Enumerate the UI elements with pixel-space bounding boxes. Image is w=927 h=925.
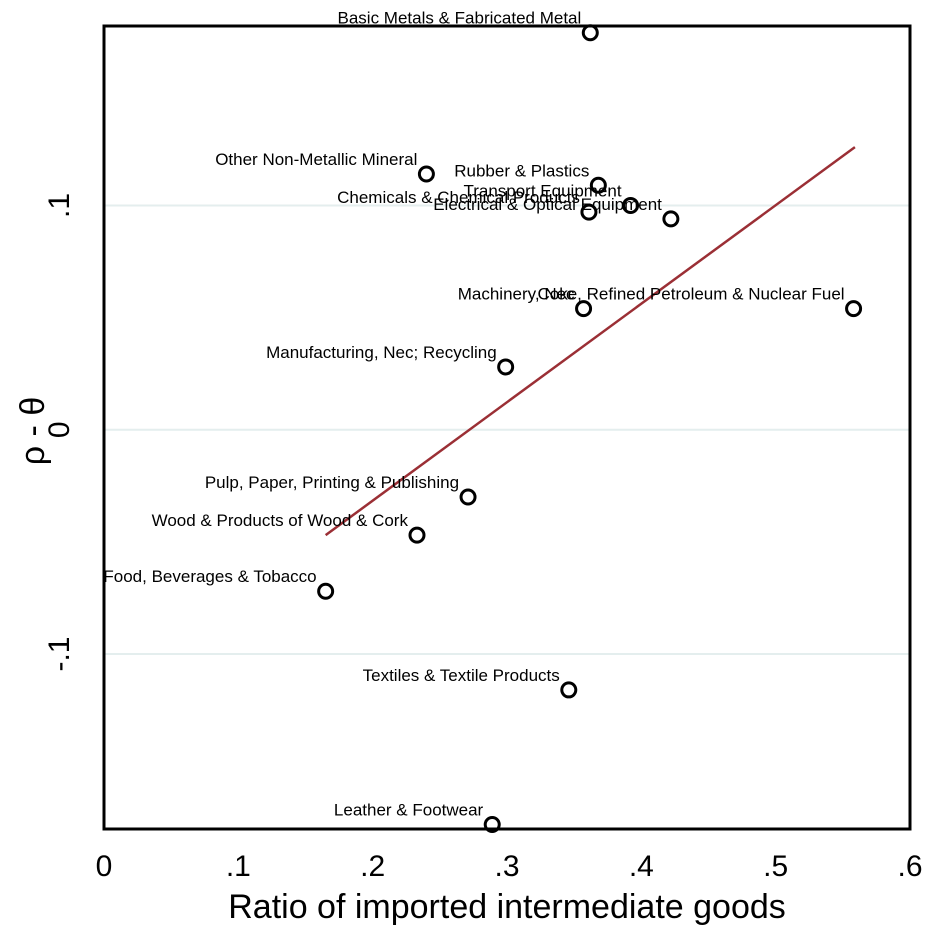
scatter-point <box>589 176 607 194</box>
fit-line-layer <box>324 146 856 537</box>
y-tick-label: .1 <box>43 193 76 218</box>
x-axis-title: Ratio of imported intermediate goods <box>228 888 786 925</box>
x-tick-label: .6 <box>897 850 922 883</box>
y-axis-ticks: -.1 0 .1 <box>43 193 76 672</box>
point-label: Wood & Products of Wood & Cork <box>152 511 409 530</box>
scatter-point <box>581 24 599 42</box>
point-label: Textiles & Textile Products <box>363 666 560 685</box>
scatter-point <box>560 681 578 699</box>
scatter-point <box>662 210 680 228</box>
point-label: Other Non-Metallic Mineral <box>215 150 417 169</box>
point-label: Coke, Refined Petroleum & Nuclear Fuel <box>537 285 844 304</box>
scatter-point <box>622 196 640 214</box>
point-label: Electrical & Optical Equipment <box>433 195 662 214</box>
scatter-point <box>417 165 435 183</box>
scatter-point <box>845 300 863 318</box>
x-tick-label: .1 <box>226 850 251 883</box>
x-axis-ticks: 0 .1 .2 .3 .4 .5 .6 <box>96 850 923 883</box>
scatter-point <box>408 526 426 544</box>
y-axis-title: ρ - θ <box>14 397 52 465</box>
point-label: Chemicals & Chemical Products <box>337 188 580 207</box>
scatter-point <box>580 203 598 221</box>
point-label: Manufacturing, Nec; Recycling <box>266 343 497 362</box>
scatter-point <box>575 300 593 318</box>
points-layer <box>317 24 863 834</box>
point-label: Food, Beverages & Tobacco <box>103 567 316 586</box>
x-tick-label: .5 <box>763 850 788 883</box>
y-tick-label: 0 <box>43 421 76 438</box>
scatter-point <box>459 488 477 506</box>
scatter-point <box>317 582 335 600</box>
y-tick-label: -.1 <box>43 637 76 672</box>
point-label: Leather & Footwear <box>334 801 484 820</box>
point-label: Transport Equipment <box>463 181 621 200</box>
point-label: Basic Metals & Fabricated Metal <box>338 9 582 28</box>
x-tick-label: .2 <box>360 850 385 883</box>
x-tick-label: 0 <box>96 850 113 883</box>
scatter-point <box>497 358 515 376</box>
point-labels-layer: Basic Metals & Fabricated Metal Other Non… <box>103 9 844 820</box>
fitted-line <box>324 146 856 537</box>
point-label: Rubber & Plastics <box>454 161 589 180</box>
x-tick-label: .3 <box>494 850 519 883</box>
plot-frame <box>102 24 912 831</box>
point-label: Pulp, Paper, Printing & Publishing <box>205 473 459 492</box>
gridlines <box>104 204 910 656</box>
point-label: Machinery, Nec <box>458 285 575 304</box>
x-tick-label: .4 <box>629 850 654 883</box>
